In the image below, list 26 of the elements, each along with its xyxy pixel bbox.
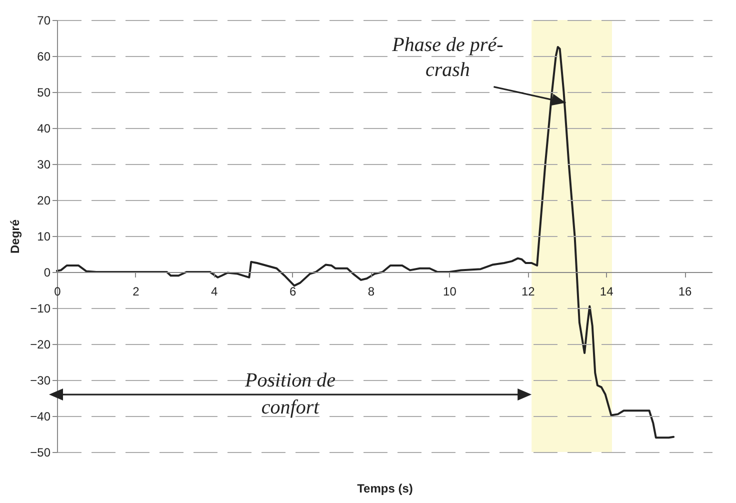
- y-tick-label: −50: [30, 446, 51, 460]
- x-tick-label: 12: [521, 284, 536, 298]
- x-tick-label: 16: [678, 284, 692, 298]
- x-tick-label: 8: [368, 284, 375, 298]
- annotation-label: Phase de pré-crash: [392, 34, 504, 81]
- y-tick-label: −10: [30, 302, 51, 316]
- x-tick-label: 2: [132, 284, 140, 298]
- x-tick-label: 4: [211, 284, 218, 298]
- x-tick-label: 10: [443, 284, 457, 298]
- x-tick-label: 0: [54, 284, 62, 298]
- x-tick-label: 6: [289, 284, 296, 298]
- y-tick-label: 0: [44, 266, 51, 280]
- y-axis-title: Degré: [8, 219, 22, 254]
- y-tick-label: 60: [37, 50, 51, 64]
- y-tick-label: −20: [30, 338, 51, 352]
- y-tick-label: 20: [37, 194, 51, 208]
- y-tick-label: 70: [37, 14, 51, 28]
- y-tick-label: 30: [37, 158, 51, 172]
- y-tick-label: −30: [30, 374, 51, 388]
- x-axis-title: Temps (s): [357, 482, 413, 496]
- x-tick-label: 14: [600, 284, 614, 298]
- y-tick-label: 40: [37, 122, 51, 136]
- y-tick-label: 50: [37, 86, 51, 100]
- y-tick-label: −40: [30, 410, 51, 424]
- y-tick-label: 10: [37, 230, 51, 244]
- annotation-label: Position de confort: [245, 370, 336, 419]
